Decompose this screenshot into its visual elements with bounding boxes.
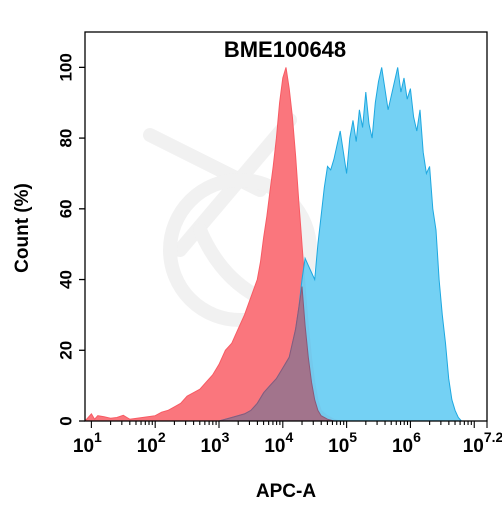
x-axis: 101 102 103 104 105 106 107.2: [73, 421, 502, 457]
x-tick-label: 102: [137, 429, 166, 457]
x-tick-label: 106: [392, 429, 421, 457]
watermark-logo: [143, 113, 317, 327]
y-tick-label: 80: [57, 129, 76, 148]
x-tick-label: 107.2: [463, 429, 502, 457]
x-tick-label: 103: [201, 429, 230, 457]
y-tick-label: 0: [57, 416, 76, 425]
y-tick-label: 60: [57, 199, 76, 218]
x-axis-title: APC-A: [256, 481, 316, 502]
x-tick-label: 105: [328, 429, 357, 457]
series-layer: [83, 67, 463, 422]
x-tick-label: 101: [73, 429, 102, 457]
y-axis-title: Count (%): [12, 183, 33, 273]
chart-title: BME100648: [224, 37, 346, 62]
histogram-area-3: [218, 286, 335, 422]
y-axis: 0 20 40 60 80 100: [57, 53, 85, 426]
x-tick-label: 104: [264, 429, 293, 457]
y-tick-label: 20: [57, 341, 76, 360]
plot-frame: [84, 31, 488, 422]
y-tick-label: 100: [57, 53, 76, 81]
y-tick-label: 40: [57, 270, 76, 289]
